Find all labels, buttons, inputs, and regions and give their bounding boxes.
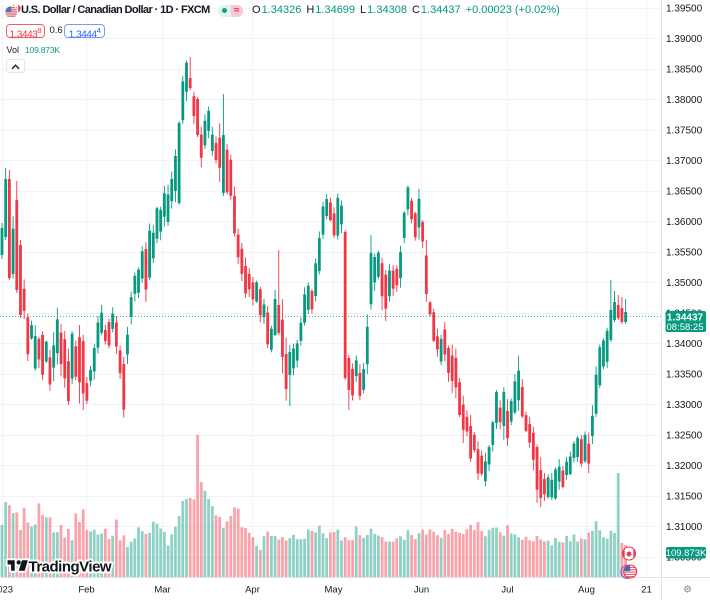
svg-text:Mar: Mar (154, 585, 170, 596)
svg-text:21: 21 (641, 585, 652, 596)
svg-text:1.39500: 1.39500 (666, 4, 703, 15)
svg-text:Aug: Aug (578, 585, 595, 596)
svg-text:109.873K: 109.873K (666, 548, 707, 559)
svg-text:Feb: Feb (78, 585, 94, 596)
svg-text:1.35500: 1.35500 (666, 248, 703, 259)
svg-text:1.31500: 1.31500 (666, 492, 703, 503)
svg-text:1.37000: 1.37000 (666, 156, 703, 167)
svg-text:1.39000: 1.39000 (666, 34, 703, 45)
svg-text:1.36500: 1.36500 (666, 187, 703, 198)
svg-text:1.31000: 1.31000 (666, 522, 703, 533)
svg-text:Jul: Jul (501, 585, 513, 596)
svg-text:TradingView: TradingView (29, 559, 112, 576)
svg-text:1.33000: 1.33000 (666, 400, 703, 411)
svg-text:1.37500: 1.37500 (666, 126, 703, 137)
svg-text:1.36000: 1.36000 (666, 217, 703, 228)
svg-text:1.35000: 1.35000 (666, 278, 703, 289)
svg-text:1.38000: 1.38000 (666, 95, 703, 106)
svg-text:1.34437: 1.34437 (667, 312, 704, 323)
svg-text:2023: 2023 (0, 585, 13, 596)
svg-text:Apr: Apr (245, 585, 260, 596)
svg-text:May: May (325, 585, 343, 596)
svg-text:1.32000: 1.32000 (666, 461, 703, 472)
svg-text:08:58:25: 08:58:25 (667, 322, 704, 333)
svg-text:1.38500: 1.38500 (666, 65, 703, 76)
svg-text:1.32500: 1.32500 (666, 431, 703, 442)
svg-text:Jun: Jun (414, 585, 429, 596)
svg-text:1.34000: 1.34000 (666, 339, 703, 350)
svg-text:TradingView: TradingView (29, 559, 112, 576)
svg-text:1.33500: 1.33500 (666, 370, 703, 381)
